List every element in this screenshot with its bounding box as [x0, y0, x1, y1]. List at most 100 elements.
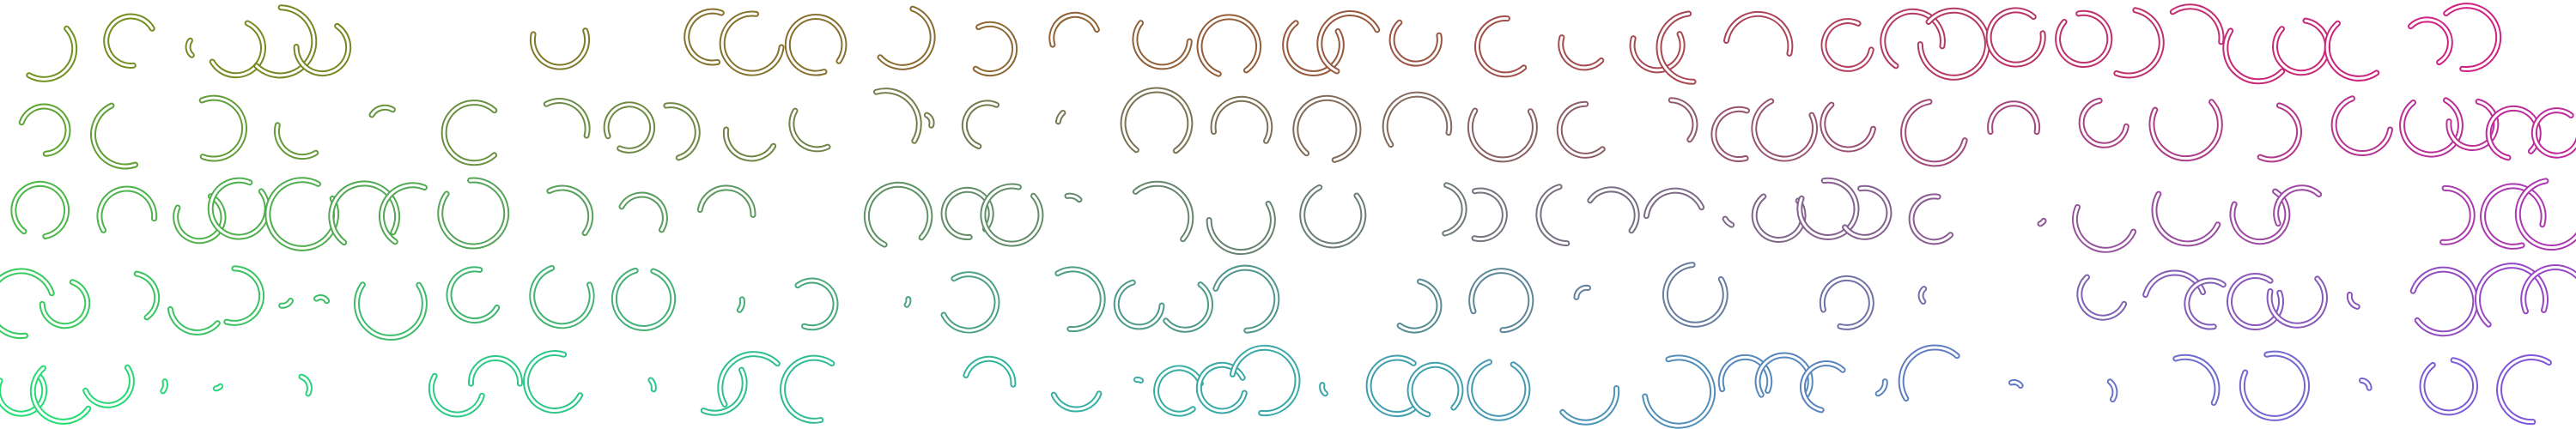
arc-glyph [264, 177, 340, 251]
arc-glyph [863, 181, 933, 248]
arc-glyph [1212, 264, 1280, 334]
arc-glyph [1754, 352, 1814, 401]
arc-glyph [877, 5, 936, 70]
arc-glyph [1985, 7, 2046, 68]
arc-glyph [980, 183, 1044, 247]
arc-glyph [794, 277, 839, 331]
arc-glyph [529, 264, 595, 329]
arc-glyph [1842, 184, 1893, 240]
arc-glyph [96, 185, 158, 233]
arc-glyph [923, 112, 935, 129]
arc-glyph [29, 365, 92, 425]
arc-glyph [546, 184, 594, 237]
arc-glyph [972, 21, 1018, 77]
arc-glyph [298, 373, 313, 397]
arc-glyph [1474, 15, 1528, 78]
arc-glyph [961, 100, 999, 149]
arc-glyph [1196, 14, 1262, 77]
arc-glyph [1054, 266, 1106, 333]
arc-glyph [173, 193, 227, 245]
arc-glyph [1717, 353, 1773, 394]
arc-glyph [2439, 184, 2476, 245]
arc-glyph [1064, 192, 1083, 203]
arc-glyph [788, 107, 831, 153]
arc-glyph [2496, 354, 2552, 426]
arc-glyph [82, 364, 135, 408]
arc-glyph [2148, 99, 2223, 162]
arc-glyph [696, 184, 756, 218]
arc-glyph [212, 383, 224, 392]
arc-glyph [2330, 95, 2393, 156]
arc-glyph [1917, 7, 1990, 81]
arc-glyph [2445, 98, 2500, 151]
arc-glyph [1819, 275, 1874, 330]
arc-glyph [1908, 193, 1954, 245]
arc-glyph [1050, 390, 1103, 413]
arc-glyph [717, 351, 781, 408]
arc-glyph [2184, 277, 2227, 330]
arc-glyph [1120, 87, 1194, 154]
arc-glyph [1195, 361, 1248, 414]
arc-glyph [2273, 184, 2323, 227]
arc-glyph [2409, 266, 2479, 337]
arc-glyph [1751, 193, 1807, 243]
arc-glyph [647, 377, 657, 393]
arc-glyph [873, 88, 922, 144]
arc-glyph [1206, 200, 1276, 256]
arc-glyph [1054, 110, 1066, 125]
arc-glyph [2443, 3, 2502, 73]
arc-glyph [719, 10, 785, 76]
arc-glyph [2271, 17, 2330, 76]
arc-glyph [1442, 182, 1467, 237]
arc-glyph [2359, 378, 2372, 391]
arc-glyph [1558, 34, 1605, 71]
arc-glyph [603, 101, 656, 154]
arc-glyph [1629, 31, 1686, 74]
arc-glyph [2399, 97, 2464, 158]
arc-glyph [1113, 279, 1165, 330]
arc-glyph [223, 265, 265, 326]
arc-glyph [1132, 20, 1193, 70]
arc-glyph [2520, 264, 2576, 315]
arc-glyph [1723, 10, 1794, 57]
arc-glyph [1643, 187, 1705, 220]
arc-glyph [2008, 378, 2024, 389]
arc-glyph [543, 98, 591, 139]
arc-glyph [428, 372, 485, 418]
arc-glyph [2419, 357, 2479, 416]
arc-glyph [1467, 359, 1531, 421]
arc-glyph [1556, 100, 1606, 159]
arc-glyph [2151, 190, 2221, 247]
arc-glyph [2037, 217, 2047, 227]
arc-glyph [354, 281, 428, 341]
arc-glyph [39, 279, 91, 329]
arc-glyph [1316, 10, 1381, 75]
arc-glyph [1751, 98, 1818, 162]
arc-glyph [368, 104, 396, 118]
arc-glyph [1382, 91, 1453, 148]
arc-glyph [103, 13, 155, 69]
arc-glyph [2346, 291, 2360, 310]
arc-glyph [1365, 354, 1419, 418]
arc-glyph [446, 266, 501, 324]
arc-glyph [2222, 27, 2286, 85]
arc-glyph [2172, 353, 2221, 406]
arc-glyph [1210, 95, 1273, 144]
arc-glyph [2324, 20, 2380, 82]
arc-glyph [293, 22, 352, 77]
arc-glyph [1559, 385, 1620, 426]
arc-glyph [784, 13, 848, 76]
arc-glyph [611, 267, 677, 331]
arc-glyph [1722, 215, 1735, 228]
arc-glyph [2113, 7, 2165, 79]
arc-glyph [437, 177, 510, 250]
arc-glyph [2106, 378, 2118, 402]
arc-glyph [10, 180, 70, 239]
arc-glyph [1133, 376, 1145, 384]
arc-glyph [1467, 107, 1538, 163]
arc-glyph [1880, 8, 1946, 69]
arc-glyph [1820, 101, 1876, 153]
arc-glyph [2072, 203, 2137, 253]
arc-glyph [253, 4, 318, 79]
